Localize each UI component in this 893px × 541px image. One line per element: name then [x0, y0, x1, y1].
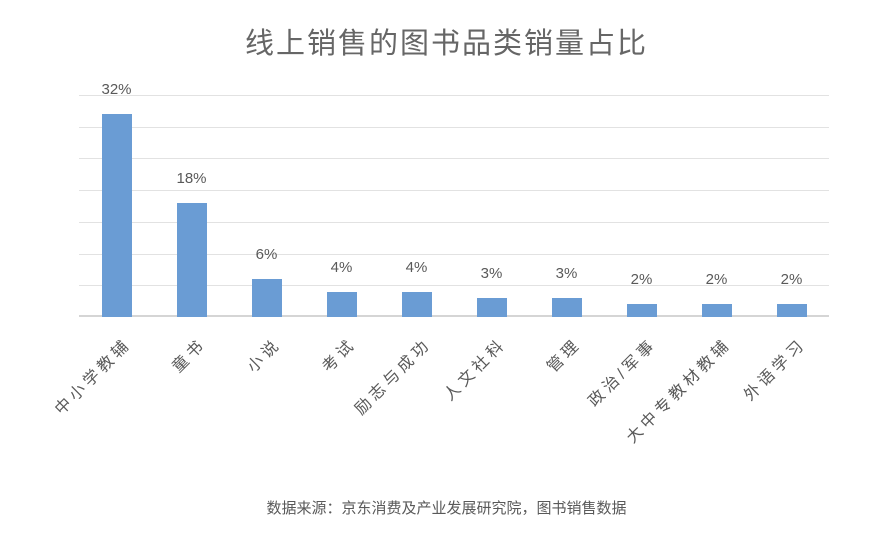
- value-label-1: 18%: [176, 169, 207, 187]
- bar-4: [401, 291, 432, 317]
- value-label-5: 3%: [480, 264, 503, 282]
- bar-8: [701, 304, 732, 317]
- bar-7: [626, 304, 657, 317]
- source-note: 数据来源：京东消费及产业发展研究院，图书销售数据: [266, 500, 627, 517]
- category-label-9: 外语学习: [741, 335, 811, 405]
- category-label-5: 人文社科: [441, 335, 511, 405]
- gridline-15: [79, 221, 829, 223]
- value-label-4: 4%: [405, 258, 428, 276]
- gridline-10: [79, 253, 829, 255]
- value-label-9: 2%: [780, 271, 803, 289]
- gridline-30: [79, 126, 829, 128]
- bar-2: [251, 278, 282, 317]
- x-axis-line: [79, 315, 829, 317]
- chart-title: 线上销售的图书品类销量占比: [244, 28, 648, 60]
- bar-6: [551, 297, 582, 317]
- gridline-35: [79, 95, 829, 96]
- bar-1: [176, 202, 207, 317]
- value-label-0: 32%: [101, 81, 132, 99]
- bar-0: [101, 114, 132, 317]
- bar-5: [476, 297, 507, 317]
- value-label-3: 4%: [330, 258, 353, 276]
- category-label-1: 童书: [169, 335, 211, 377]
- gridline-5: [79, 285, 829, 287]
- category-label-4: 励志与成功: [352, 335, 436, 419]
- value-label-8: 2%: [705, 271, 728, 289]
- category-label-7: 政治/军事: [585, 335, 661, 411]
- bar-3: [326, 291, 357, 317]
- category-label-6: 管理: [544, 335, 586, 377]
- value-label-6: 3%: [555, 264, 578, 282]
- gridline-20: [79, 190, 829, 192]
- plot-area: 32% 中小学教辅 18% 童书 6% 小说 4% 考试 4% 励志与成功 3% 人文社科 3% 管理 2%…: [52, 81, 829, 447]
- value-label-7: 2%: [630, 271, 653, 289]
- bar-9: [776, 304, 807, 317]
- category-label-0: 中小学教辅: [52, 335, 136, 419]
- category-label-2: 小说: [244, 335, 286, 377]
- category-label-3: 考试: [319, 335, 361, 377]
- value-label-2: 6%: [255, 245, 278, 263]
- gridline-25: [79, 158, 829, 160]
